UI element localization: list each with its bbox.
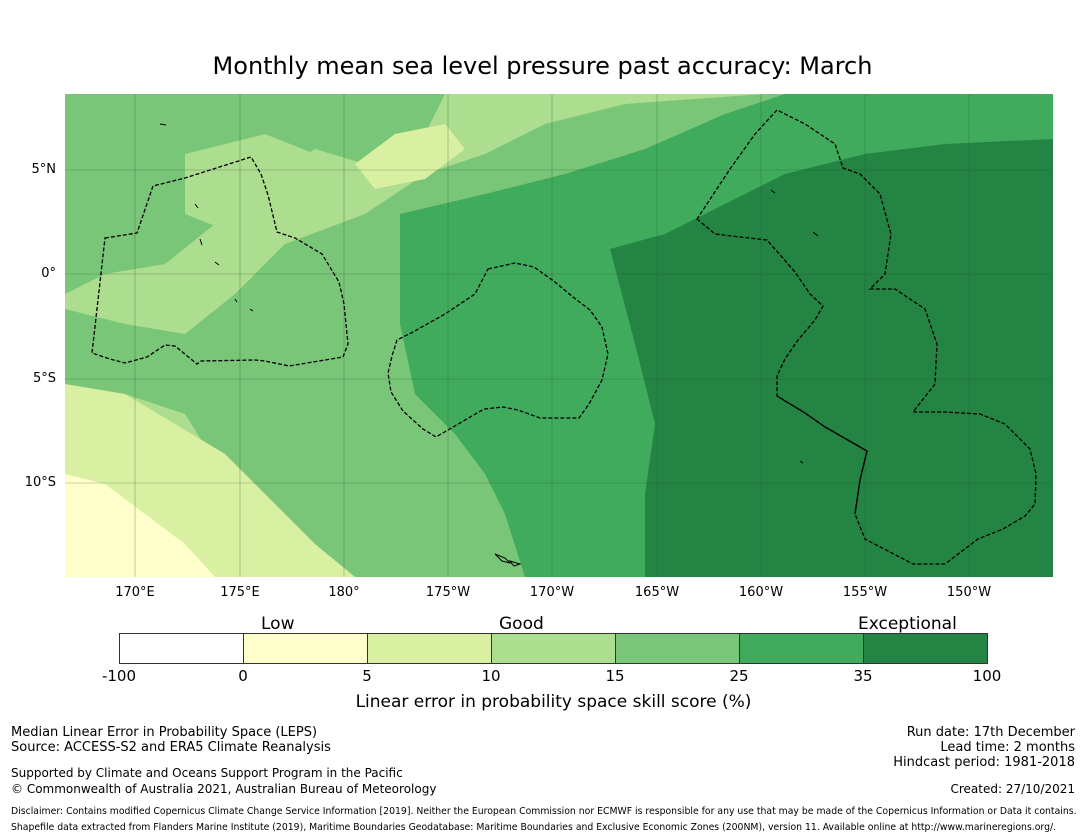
lon-label-170e: 170°E: [115, 585, 155, 600]
colorbar-tick-10: 10: [481, 667, 501, 685]
footer-shapefile-credit: Shapefile data extracted from Flanders M…: [11, 822, 1057, 833]
lon-label-150w: 150°W: [946, 585, 992, 600]
eez-kiribati-gilbert: [91, 156, 349, 367]
map-title: Monthly mean sea level pressure past acc…: [212, 52, 873, 80]
legend-category-low: Low: [261, 614, 295, 634]
island-cluster-2: [494, 553, 522, 567]
colorbar-bin-7: [863, 633, 988, 664]
colorbar-bin-3: [367, 633, 492, 664]
legend-category-exceptional: Exceptional: [858, 614, 957, 634]
lat-label-10s: 10°S: [24, 475, 56, 490]
colorbar-tick-25: 25: [729, 667, 749, 685]
footer-lead-time: Lead time: 2 months: [940, 740, 1075, 755]
footer-hindcast: Hindcast period: 1981-2018: [893, 755, 1075, 770]
colorbar-bin-4: [491, 633, 616, 664]
lon-label-170w: 170°W: [529, 585, 575, 600]
region-pale-north: [355, 124, 465, 189]
colorbar: [119, 633, 988, 664]
footer-copyright: © Commonwealth of Australia 2021, Austra…: [11, 782, 437, 796]
eez-kiribati-line: [696, 109, 1037, 565]
colorbar-bin-2: [243, 633, 368, 664]
skill-map: [65, 94, 1053, 577]
lat-label-5s: 5°S: [32, 371, 56, 386]
eez-kiribati-phoenix: [387, 262, 609, 438]
colorbar-bin-5: [615, 633, 740, 664]
footer-run-date: Run date: 17th December: [906, 725, 1075, 740]
colorbar-label: Linear error in probability space skill …: [355, 692, 752, 712]
footer-source: Source: ACCESS-S2 and ERA5 Climate Reana…: [11, 740, 331, 755]
colorbar-bin-1: [119, 633, 244, 664]
lon-label-160w: 160°W: [738, 585, 784, 600]
eez-boundaries: [91, 109, 1037, 565]
colorbar-tick-neg100: -100: [101, 667, 137, 685]
legend-category-good: Good: [499, 614, 544, 634]
lon-label-180: 180°: [328, 585, 360, 600]
region-good-west: [65, 94, 445, 294]
lon-label-175e: 175°E: [220, 585, 260, 600]
footer-disclaimer: Disclaimer: Contains modified Copernicus…: [11, 806, 1077, 817]
islands: [159, 123, 819, 567]
lon-label-165w: 165°W: [634, 585, 680, 600]
footer-leps: Median Linear Error in Probability Space…: [11, 725, 318, 740]
island-cluster-1: [159, 123, 254, 312]
region-light-upper-left: [185, 134, 315, 234]
region-palest-southwest: [65, 474, 215, 577]
colorbar-tick-0: 0: [238, 667, 248, 685]
region-exceptional: [610, 139, 1053, 577]
colorbar-bin-6: [739, 633, 864, 664]
colorbar-tick-15: 15: [605, 667, 625, 685]
lat-label-0: 0°: [41, 266, 56, 281]
colorbar-tick-5: 5: [362, 667, 372, 685]
colorbar-tick-100: 100: [972, 667, 1002, 685]
lon-label-155w: 155°W: [842, 585, 888, 600]
footer-created: Created: 27/10/2021: [950, 782, 1075, 796]
eez-solid-segment: [776, 395, 868, 515]
graticule: [65, 94, 1053, 577]
footer-support: Supported by Climate and Oceans Support …: [11, 766, 403, 780]
island-cluster-3: [770, 189, 819, 464]
colorbar-tick-35: 35: [853, 667, 873, 685]
lat-label-5n: 5°N: [31, 162, 57, 177]
lon-label-175w: 175°W: [425, 585, 471, 600]
